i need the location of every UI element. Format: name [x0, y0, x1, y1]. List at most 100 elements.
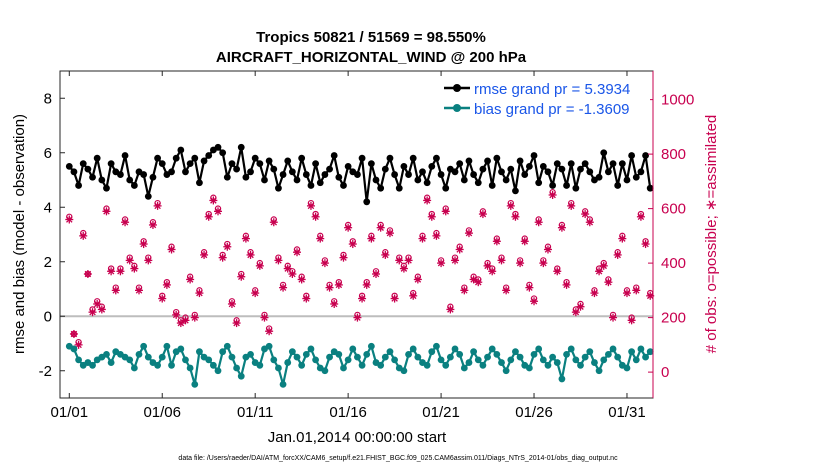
bias-point: [214, 367, 222, 375]
obs-assimilated-point: [102, 207, 111, 216]
rmse-point: [302, 171, 310, 178]
bias-point: [186, 364, 194, 372]
obs-assimilated-point: [632, 286, 641, 295]
obs-assimilated-point: [83, 270, 92, 279]
axes: -2 0 2 4 6 8 0 200 400 600 800 1000 01/01 01/06 01/11 0…: [39, 70, 694, 421]
asterisk-stroke: [70, 330, 78, 338]
rmse-point: [572, 184, 580, 192]
bias-point: [144, 353, 152, 361]
asterisk-stroke: [172, 311, 180, 319]
bias-point: [567, 345, 575, 353]
obs-assimilated-point: [306, 201, 315, 210]
bias-point: [460, 364, 468, 372]
rmse-point: [646, 184, 654, 192]
asterisk-stroke: [228, 300, 236, 308]
obs-assimilated-point: [562, 280, 571, 289]
bias-point: [451, 345, 459, 353]
asterisk-stroke: [303, 295, 310, 302]
asterisk-stroke: [493, 238, 501, 245]
bias-point: [465, 359, 473, 366]
bias-point: [507, 356, 515, 364]
rmse-point: [470, 171, 478, 178]
asterisk-stroke: [149, 221, 157, 229]
obs-assimilated-point: [88, 308, 97, 317]
bias-point: [563, 351, 570, 358]
bias-point: [433, 342, 440, 350]
rmse-point: [451, 168, 459, 176]
obs-assimilated-point: [246, 250, 255, 259]
bias-point: [642, 353, 649, 361]
rmse-point: [79, 160, 87, 168]
bias-point: [205, 356, 213, 364]
asterisk-stroke: [340, 254, 347, 261]
y-tick-label: 0: [44, 308, 52, 325]
asterisk-stroke: [349, 240, 357, 248]
bias-point: [512, 348, 519, 356]
y-right-tick-label: 800: [661, 146, 686, 163]
rmse-point: [242, 173, 250, 181]
obs-assimilated-point: [200, 250, 209, 259]
asterisk-stroke: [386, 229, 394, 237]
bias-point: [428, 348, 436, 356]
asterisk-stroke: [326, 284, 333, 291]
asterisk-stroke: [158, 295, 166, 302]
asterisk-stroke: [475, 278, 482, 286]
rmse-point: [409, 154, 417, 162]
rmse-point: [205, 152, 213, 159]
bias-point: [75, 356, 82, 364]
obs-assimilated-point: [581, 210, 590, 219]
rmse-point: [326, 165, 333, 173]
obs-assimilated-point: [404, 256, 413, 265]
rmse-point: [200, 157, 208, 165]
asterisk-stroke: [298, 276, 305, 283]
obs-assimilated-point: [97, 305, 106, 314]
bias-point: [265, 342, 273, 350]
asterisk-stroke: [121, 218, 129, 226]
bias-point: [363, 351, 371, 358]
asterisk-stroke: [619, 235, 626, 242]
obs-assimilated-point: [358, 294, 367, 303]
asterisk-stroke: [316, 235, 324, 242]
rmse-point: [544, 168, 552, 176]
rmse-point: [75, 182, 82, 189]
rmse-point: [223, 173, 231, 181]
obs-assimilated-point: [255, 261, 264, 270]
obs-assimilated-point: [116, 267, 125, 276]
bias-point: [298, 361, 306, 369]
bias-point: [377, 361, 385, 369]
obs-assimilated-point: [214, 207, 223, 216]
rmse-point: [177, 146, 185, 154]
rmse-point: [367, 160, 375, 168]
asterisk-stroke: [558, 224, 566, 231]
asterisk-stroke: [205, 213, 212, 221]
obs-assimilated-point: [530, 297, 539, 306]
bias-point: [182, 356, 189, 364]
asterisk-stroke: [586, 218, 594, 226]
rmse-point: [196, 179, 203, 187]
rmse-point: [442, 184, 450, 192]
bias-point: [228, 353, 236, 361]
asterisk-stroke: [465, 229, 473, 237]
bias-point: [405, 351, 412, 358]
asterisk-stroke: [368, 235, 375, 242]
y-right-tick-label: 0: [661, 364, 669, 381]
y-axis-right-label: # of obs: o=possible; ∗=assimilated: [703, 115, 720, 354]
rmse-point: [103, 184, 110, 192]
rmse-point: [553, 160, 561, 168]
asterisk-stroke: [512, 213, 519, 221]
obs-assimilated-point: [130, 264, 139, 273]
bias-point: [284, 359, 292, 366]
asterisk-stroke: [265, 327, 273, 335]
asterisk-stroke: [112, 287, 120, 294]
asterisk-stroke: [423, 197, 431, 204]
rmse-point: [270, 165, 278, 173]
legend-rmse-label: rmse grand pr = 5.3934: [474, 81, 630, 98]
obs-assimilated-point: [218, 253, 227, 262]
rmse-point: [98, 176, 106, 184]
asterisk-stroke: [140, 240, 147, 248]
rmse-point: [419, 168, 426, 176]
bias-point: [391, 356, 399, 364]
obs-assimilated-point: [432, 231, 441, 240]
plot-area: [60, 71, 653, 398]
rmse-point: [275, 184, 282, 192]
